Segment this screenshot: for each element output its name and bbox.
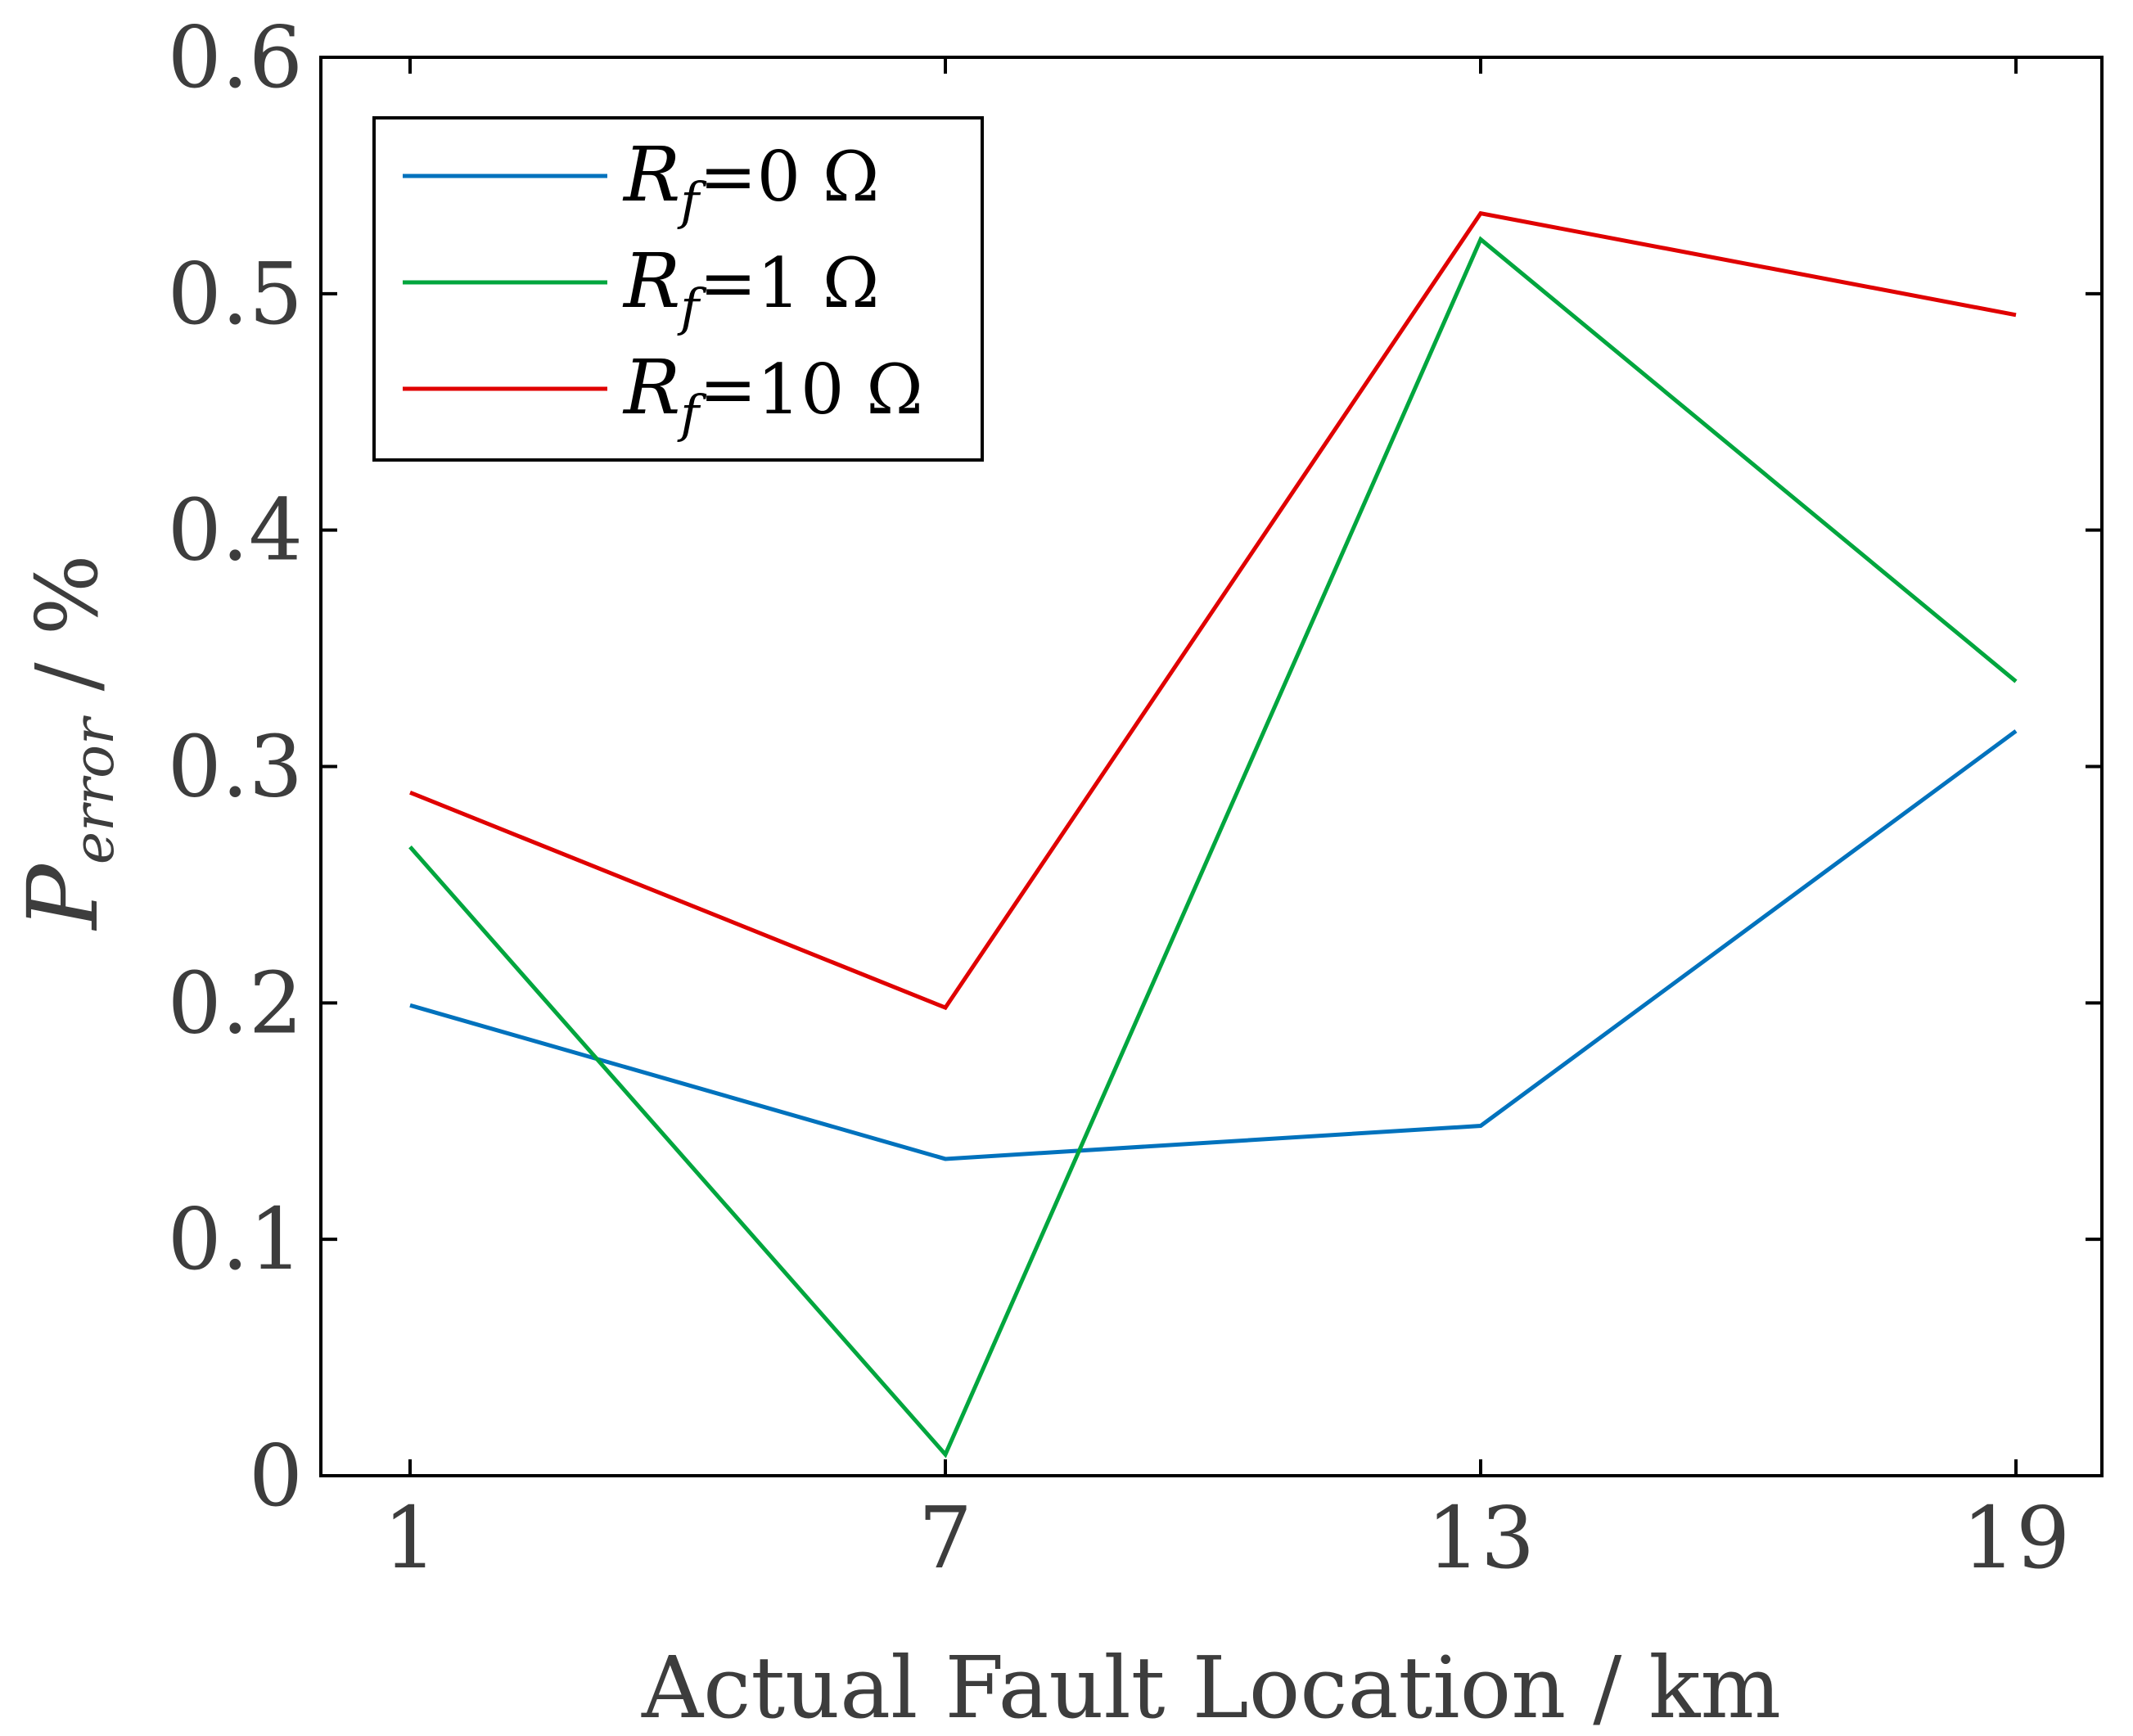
series-line-1 (408, 236, 2018, 1459)
y-axis-title-main: P (7, 863, 120, 931)
y-tick-label: 0.4 (168, 480, 303, 580)
series-line-2 (409, 210, 2017, 1011)
y-tick-label: 0.1 (168, 1189, 303, 1289)
y-tick-label: 0.2 (168, 953, 303, 1053)
y-axis-title-unit: / % (17, 554, 117, 718)
x-tick-label: 19 (1962, 1488, 2070, 1588)
legend: Rf=0 ΩRf=1 ΩRf=10 Ω (372, 116, 984, 462)
y-tick-label: 0.5 (168, 244, 303, 344)
series-line-0 (409, 729, 2018, 1161)
x-tick-label: 7 (918, 1488, 972, 1588)
legend-label-0: Rf=0 Ω (622, 131, 879, 231)
y-tick-label: 0.3 (168, 717, 303, 817)
y-tick-label: 0.6 (168, 7, 303, 107)
legend-label-1: Rf=1 Ω (622, 237, 879, 337)
legend-label-2: Rf=10 Ω (622, 344, 923, 444)
y-axis-title: Perror / % (7, 554, 127, 931)
ticks-layer: 0 0.1 0.2 0.3 0.4 0.5 0.6 1 7 13 19 (168, 7, 2102, 1588)
plot-frame (319, 56, 2104, 1477)
x-tick-label: 13 (1427, 1488, 1535, 1588)
x-axis-title: Actual Fault Location / km (641, 1638, 1781, 1736)
series-layer (408, 210, 2018, 1459)
y-tick-label: 0 (249, 1426, 303, 1526)
y-axis-title-subscript: error (62, 715, 127, 864)
x-tick-label: 1 (383, 1488, 437, 1588)
